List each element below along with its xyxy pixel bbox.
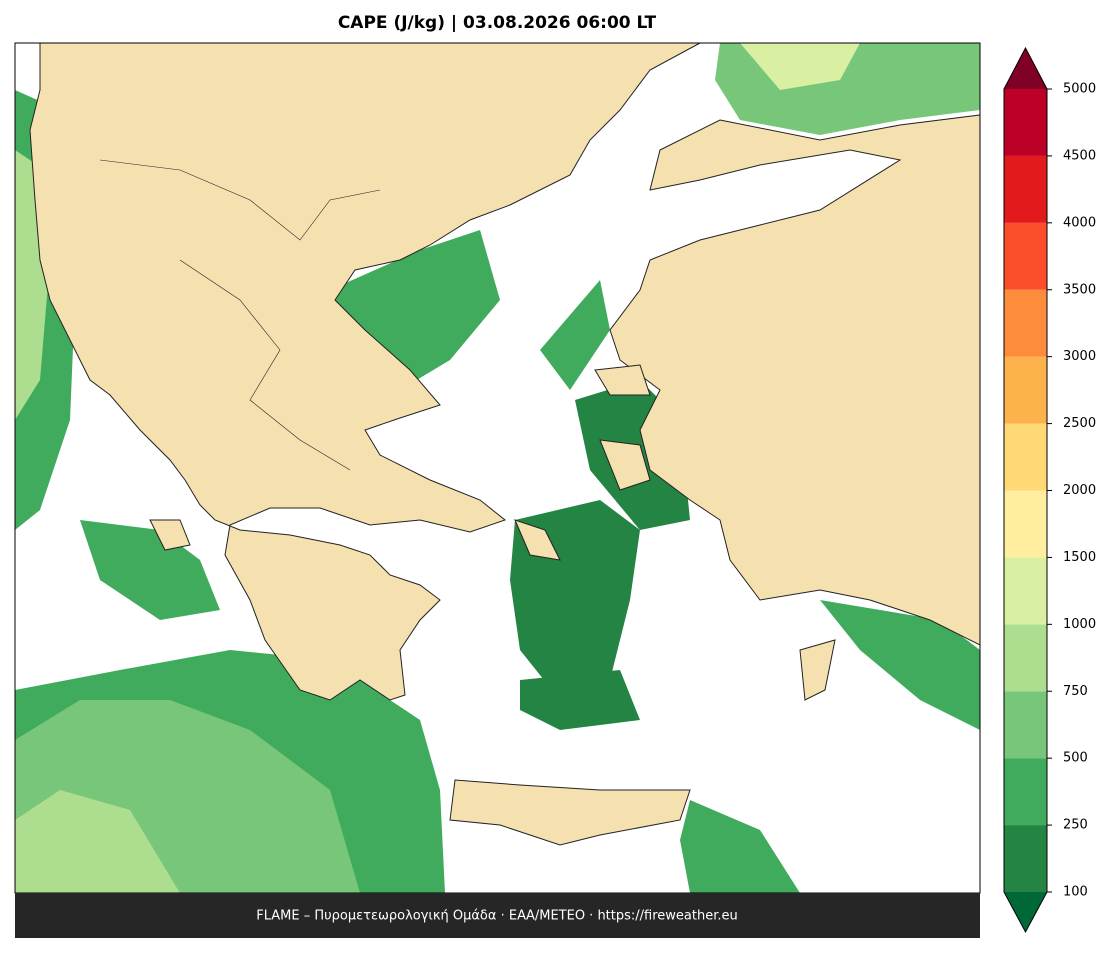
colorbar-segment <box>1004 423 1047 491</box>
island <box>599 439 651 491</box>
colorbar-tick-label: 750 <box>1063 684 1088 699</box>
colorbar-tick-label: 250 <box>1063 818 1088 833</box>
cape-area <box>680 800 800 893</box>
colorbar-over <box>1004 48 1047 89</box>
border <box>179 259 351 471</box>
colorbar: 100 250 500 750 1000 1500 2000 2500 3000 3500 4000… <box>1003 46 1096 934</box>
cape-area <box>740 43 860 90</box>
colorbar-segment <box>1004 624 1047 692</box>
colorbar-tick-label: 2000 <box>1063 483 1096 498</box>
footer-text: FLAME – Πυρομετεωρολογική Ομάδα · ΕΑΑ/ME… <box>256 909 738 924</box>
colorbar-segment <box>1004 155 1047 223</box>
land <box>609 114 981 646</box>
cape-area <box>520 670 640 730</box>
colorbar-segment <box>1004 222 1047 290</box>
colorbar-tick-label: 1500 <box>1063 550 1096 565</box>
colorbar-tick-label: 100 <box>1063 885 1088 900</box>
colorbar-segment <box>1004 289 1047 357</box>
rhodes <box>799 639 836 701</box>
colorbar-segment <box>1004 490 1047 558</box>
colorbar-segment <box>1004 691 1047 759</box>
colorbar-segment <box>1004 89 1047 156</box>
colorbar-tick-label: 500 <box>1063 751 1088 766</box>
crete <box>449 779 691 846</box>
colorbar-tick-label: 3500 <box>1063 282 1096 297</box>
colorbar-segment <box>1004 758 1047 826</box>
island <box>594 364 651 396</box>
colorbar-segment <box>1004 557 1047 625</box>
island <box>149 519 191 551</box>
cape-area <box>820 600 980 730</box>
colorbar-tick-label: 3000 <box>1063 349 1096 364</box>
cape-area <box>80 520 220 620</box>
colorbar-segment <box>1004 825 1047 892</box>
cape-area <box>15 790 180 893</box>
colorbar-tick-label: 5000 <box>1063 82 1096 97</box>
map-title: CAPE (J/kg) | 03.08.2026 06:00 LT <box>338 13 657 33</box>
footer-bar <box>15 893 980 938</box>
border <box>99 159 381 241</box>
colorbar-under <box>1004 892 1047 932</box>
colorbar-tick-label: 4000 <box>1063 215 1096 230</box>
colorbar-tick-label: 2500 <box>1063 416 1096 431</box>
colorbar-segment <box>1004 356 1047 424</box>
colorbar-tick-label: 1000 <box>1063 617 1096 632</box>
island <box>514 519 561 561</box>
map <box>14 42 981 894</box>
cape-area <box>540 280 610 390</box>
colorbar-tick-label: 4500 <box>1063 148 1096 163</box>
land <box>29 42 701 701</box>
